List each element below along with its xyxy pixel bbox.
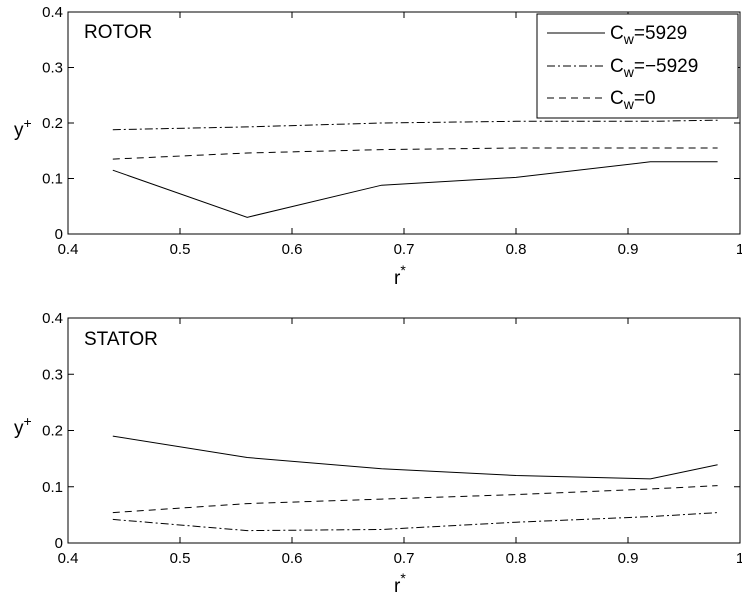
stator-panel-label: STATOR — [84, 329, 158, 350]
rotor-panel: ROTOR y+ r* 0.4 0.5 0.6 0.7 0.8 0.9 100.10.20.… — [14, 4, 742, 289]
stator-series-line-solid — [112, 435, 718, 480]
stator-series — [112, 435, 718, 532]
stator-x-tick-label: 0.8 — [506, 550, 527, 567]
legend-label: Cw=−5929 — [610, 56, 698, 80]
rotor-x-tick-label: 1 — [736, 241, 742, 258]
stator-x-axis-label: r* — [394, 570, 406, 597]
stator-x-axis-label-base: r — [394, 576, 401, 597]
rotor-y-axis-label-base: y — [14, 120, 24, 141]
rotor-x-tick-label: 0.8 — [506, 241, 527, 258]
rotor-x-tick-label: 0.7 — [394, 241, 415, 258]
stator-y-tick-label: 0.4 — [42, 310, 63, 327]
rotor-series-line-solid — [112, 161, 718, 218]
stator-panel: STATOR y+ r* 0.4 0.5 0.6 0.7 0.8 0.9 100.10.20… — [14, 310, 742, 597]
stator-x-tick-label: 0.6 — [282, 550, 303, 567]
stator-series-line-dashdot — [112, 512, 718, 532]
stator-y-axis-label-base: y — [14, 418, 24, 439]
legend-item-cw-neg-5929: Cw=−5929 — [547, 56, 698, 80]
stator-plot-area — [67, 317, 741, 544]
stator-y-axis-label: y+ — [14, 413, 32, 439]
stator-x-axis-label-sup: * — [400, 570, 406, 586]
rotor-x-tick-label: 0.5 — [170, 241, 191, 258]
stator-x-tick-label: 1 — [736, 550, 742, 567]
stator-x-tick-label: 0.4 — [58, 550, 79, 567]
stator-y-axis-label-sup: + — [24, 413, 32, 429]
stator-x-tick-label: 0.7 — [394, 550, 415, 567]
rotor-x-tick-label: 0.9 — [618, 241, 639, 258]
rotor-ticks: 0.4 0.5 0.6 0.7 0.8 0.9 1 0 0.1 0.2 0.3 0.4 — [42, 4, 742, 258]
rotor-x-tick-label: 0.4 — [58, 241, 79, 258]
rotor-x-axis-label-base: r — [394, 268, 401, 289]
stator-y-tick-label: 0 — [55, 535, 63, 552]
rotor-y-axis-label: y+ — [14, 115, 32, 141]
rotor-y-tick-label: 0.4 — [42, 4, 63, 21]
rotor-x-tick-label: 0.6 — [282, 241, 303, 258]
stator-y-tick-label: 0.3 — [42, 366, 63, 383]
legend-item-cw-5929: Cw=5929 — [547, 23, 687, 47]
stator-y-tick-label: 0.1 — [42, 479, 63, 496]
rotor-y-tick-label: 0 — [55, 226, 63, 243]
stator-ticks: 0.4 0.5 0.6 0.7 0.8 0.9 1 0 0.1 0.2 0.3 0.4 — [42, 310, 742, 567]
rotor-series-line-dashdot — [112, 119, 718, 131]
legend-item-cw-0: Cw=0 — [547, 88, 656, 112]
rotor-x-axis-label: r* — [394, 262, 406, 289]
rotor-y-tick-label: 0.3 — [42, 60, 63, 77]
rotor-series-line-dashed — [112, 147, 718, 160]
rotor-y-axis-label-sup: + — [24, 115, 32, 131]
legend-label: Cw=5929 — [610, 23, 687, 47]
stator-x-tick-label: 0.9 — [618, 550, 639, 567]
stator-y-tick-label: 0.2 — [42, 423, 63, 440]
stator-x-tick-label: 0.5 — [170, 550, 191, 567]
rotor-legend: Cw=5929 Cw=−5929 Cw=0 — [536, 13, 739, 119]
rotor-series — [112, 119, 718, 218]
legend-label: Cw=0 — [610, 88, 656, 112]
stator-series-line-dashed — [112, 485, 718, 514]
rotor-x-axis-label-sup: * — [400, 262, 406, 278]
rotor-panel-label: ROTOR — [84, 22, 152, 43]
rotor-y-tick-label: 0.1 — [42, 171, 63, 188]
rotor-y-tick-label: 0.2 — [42, 115, 63, 132]
